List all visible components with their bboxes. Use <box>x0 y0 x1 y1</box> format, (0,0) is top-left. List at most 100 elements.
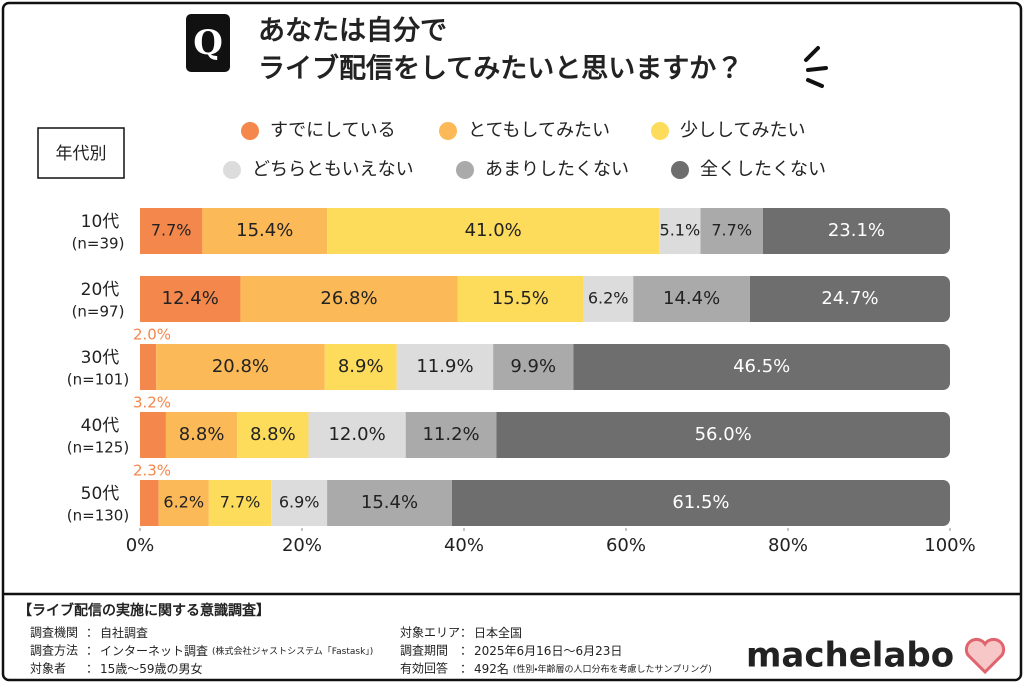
bar-segment <box>202 208 328 254</box>
legend-swatch <box>223 161 241 179</box>
legend-label: すでにしている <box>270 120 396 141</box>
footer-separator: ： <box>460 662 472 676</box>
footer-note: (株式会社ジャストシステム「Fastask」) <box>212 645 373 657</box>
sample-size: (n=39) <box>72 235 125 253</box>
value-label: 7.7% <box>220 493 261 512</box>
group-box <box>37 127 125 179</box>
bar-segment <box>327 208 660 254</box>
value-label: 12.0% <box>328 424 385 445</box>
bar-segment <box>308 412 406 458</box>
x-tick-label: 0% <box>126 535 155 556</box>
footer-value-text: 自社調査 <box>100 625 148 640</box>
footer-value: 15歳〜59歳の男女 <box>100 662 203 676</box>
legend-swatch <box>439 122 457 140</box>
footer-value-text: 15歳〜59歳の男女 <box>100 662 203 676</box>
value-label: 7.7% <box>151 221 192 240</box>
value-label: 23.1% <box>828 220 885 241</box>
legend-swatch <box>241 122 259 140</box>
footer-value-text: 2025年6月16日〜6月23日 <box>474 644 622 658</box>
value-label: 14.4% <box>663 288 720 309</box>
x-tick-label: 80% <box>768 535 808 556</box>
footer-note: (性別・年齢層の人口分布を考慮したサンプリング) <box>513 663 712 675</box>
bar-segment <box>493 344 574 390</box>
bar-row <box>140 344 950 390</box>
bar-row <box>140 480 950 526</box>
value-label: 46.5% <box>733 356 790 377</box>
bar-segment <box>165 412 238 458</box>
bar-segment <box>659 208 701 254</box>
bar-segment <box>762 208 950 254</box>
sample-size: (n=97) <box>72 303 125 321</box>
sample-size: (n=130) <box>67 507 129 525</box>
value-label: 56.0% <box>695 424 752 445</box>
footer-label: 対象者 <box>30 662 66 676</box>
value-label: 12.4% <box>162 288 219 309</box>
bar-segment <box>158 480 209 526</box>
bar-segment <box>573 344 950 390</box>
footer-value: 自社調査 <box>100 625 148 640</box>
value-label: 2.0% <box>133 326 171 344</box>
footer-value-text: 492名 <box>474 661 509 676</box>
footer-separator: ： <box>460 644 472 658</box>
footer-label: 調査期間 <box>400 644 448 658</box>
x-tick-label: 20% <box>282 535 322 556</box>
value-label: 61.5% <box>672 492 729 513</box>
bar-row <box>140 412 950 458</box>
bar-row <box>140 276 950 322</box>
footer-title: 【ライブ配信の実施に関する意識調査】 <box>18 602 270 619</box>
value-label: 2.3% <box>133 462 171 480</box>
bar-segment <box>324 344 397 390</box>
bar-segment <box>140 344 157 390</box>
value-label: 6.2% <box>163 493 204 512</box>
chart-title: あなたは自分で <box>258 15 447 47</box>
x-tick-label: 40% <box>444 535 484 556</box>
footer-value-text: インターネット調査 <box>100 644 208 658</box>
footer-value: 492名 (性別・年齢層の人口分布を考慮したサンプリング) <box>474 661 712 676</box>
q-letter: Q <box>193 23 223 63</box>
bar-segment <box>140 480 159 526</box>
footer-value: 2025年6月16日〜6月23日 <box>474 644 622 658</box>
legend-swatch <box>671 161 689 179</box>
bar-segment <box>140 276 241 322</box>
bar-segment <box>156 344 325 390</box>
footer-label: 調査機関 <box>30 626 78 640</box>
value-label: 41.0% <box>465 220 522 241</box>
value-label: 15.4% <box>236 220 293 241</box>
legend-label: どちらともいえない <box>252 159 414 180</box>
category-label: 20代 <box>81 280 120 300</box>
value-label: 7.7% <box>711 221 752 240</box>
bar-segment <box>140 208 203 254</box>
footer-label: 対象エリア <box>400 626 460 640</box>
value-label: 6.2% <box>588 289 629 308</box>
value-label: 9.9% <box>510 356 556 377</box>
value-label: 3.2% <box>133 394 171 412</box>
value-label: 15.5% <box>492 288 549 309</box>
footer-label: 有効回答 <box>400 661 448 676</box>
legend-label: 少ししてみたい <box>680 120 805 141</box>
legend-swatch <box>456 161 474 179</box>
value-label: 26.8% <box>320 288 377 309</box>
chart-title: ライブ配信をしてみたいと思いますか？ <box>258 53 743 85</box>
bar-segment <box>496 412 950 458</box>
bar-segment <box>327 480 452 526</box>
bar-segment <box>240 276 458 322</box>
bar-segment <box>208 480 272 526</box>
footer-value: インターネット調査 (株式会社ジャストシステム「Fastask」) <box>100 644 373 658</box>
q-icon <box>186 14 230 72</box>
value-label: 8.8% <box>179 424 225 445</box>
category-label: 30代 <box>81 348 120 368</box>
logo: machelabo <box>746 636 954 676</box>
accent-marks <box>804 46 828 88</box>
value-label: 6.9% <box>279 493 320 512</box>
bar-segment <box>457 276 584 322</box>
category-label: 50代 <box>81 484 120 504</box>
category-label: 40代 <box>81 416 120 436</box>
value-label: 15.4% <box>361 492 418 513</box>
sample-size: (n=101) <box>67 371 129 389</box>
value-label: 20.8% <box>212 356 269 377</box>
logo-heart <box>964 637 1006 675</box>
footer-label: 調査方法 <box>30 643 78 658</box>
legend-swatch <box>651 122 669 140</box>
